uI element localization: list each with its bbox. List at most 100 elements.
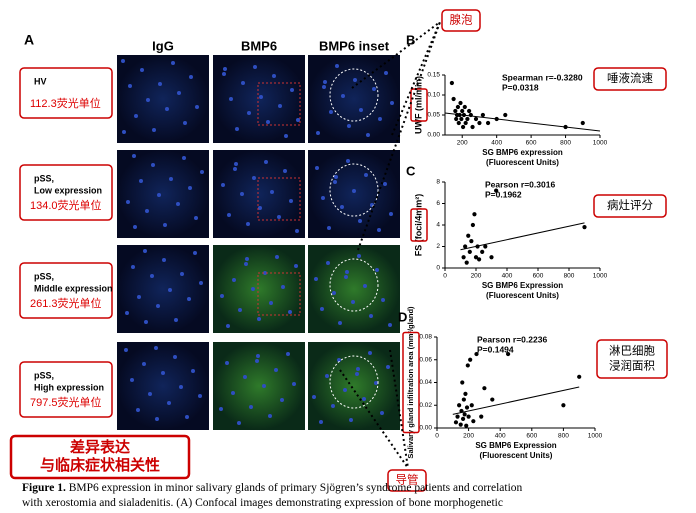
nucleus <box>277 215 281 219</box>
nucleus <box>377 228 381 232</box>
nucleus <box>390 101 394 105</box>
x-tick-label: 800 <box>560 140 571 147</box>
row-label: pSS, <box>34 370 54 380</box>
point <box>467 249 472 254</box>
nucleus <box>185 415 189 419</box>
nucleus <box>146 98 150 102</box>
point <box>470 222 475 228</box>
y-tick-label: 0.08 <box>419 334 432 341</box>
nucleus <box>375 268 379 272</box>
point <box>455 414 460 419</box>
nucleus <box>151 163 155 167</box>
nucleus <box>374 381 378 385</box>
panel-label: C <box>406 163 416 178</box>
nucleus <box>222 72 226 76</box>
row-label: Middle expression <box>34 283 113 293</box>
nucleus <box>244 262 248 266</box>
nucleus <box>168 288 172 292</box>
point <box>459 116 464 122</box>
annotation: 唾液流速 <box>607 71 653 85</box>
micrograph <box>213 55 305 143</box>
nucleus <box>124 348 128 352</box>
nucleus <box>356 367 360 371</box>
nucleus <box>344 275 348 279</box>
y-tick-label: 0.10 <box>427 92 440 99</box>
nucleus <box>131 265 135 269</box>
nucleus <box>171 61 175 65</box>
stat: P=0.1962 <box>485 189 522 199</box>
nucleus <box>327 226 331 230</box>
point <box>490 397 495 402</box>
point <box>460 124 466 130</box>
nucleus <box>125 311 129 315</box>
point <box>458 100 463 106</box>
nucleus <box>165 107 169 111</box>
nucleus <box>258 206 262 210</box>
nucleus <box>384 71 388 75</box>
point <box>465 116 470 122</box>
point <box>464 260 469 265</box>
point <box>485 120 491 126</box>
point <box>461 112 467 118</box>
nucleus <box>357 254 361 258</box>
x-tick-label: 600 <box>533 273 544 280</box>
point <box>563 124 568 130</box>
nucleus <box>314 277 318 281</box>
annotation: 导管 <box>396 473 419 487</box>
point <box>482 386 487 391</box>
inset-box <box>257 82 301 126</box>
nucleus <box>134 114 138 118</box>
nucleus <box>256 354 260 358</box>
nucleus <box>246 222 250 226</box>
nucleus <box>180 272 184 276</box>
gland-outline <box>329 355 379 409</box>
nucleus <box>231 391 235 395</box>
row-label: High expression <box>34 382 104 392</box>
y-tick-label: 0.02 <box>419 402 432 409</box>
nucleus <box>252 176 256 180</box>
nucleus <box>122 130 126 134</box>
fit-line <box>452 386 580 415</box>
annotation-box <box>9 434 191 480</box>
nucleus <box>275 255 279 259</box>
x-tick-label: 200 <box>463 433 474 440</box>
nucleus <box>296 118 300 122</box>
point <box>466 414 471 419</box>
micrograph <box>308 55 400 143</box>
x-axis-label: (Fluorescent Units) <box>486 291 559 300</box>
annotation: 淋巴细胞 <box>609 344 655 358</box>
nucleus <box>333 180 337 184</box>
point <box>503 112 508 118</box>
nucleus <box>372 87 376 91</box>
nucleus <box>294 264 298 268</box>
micrograph <box>213 150 305 238</box>
nucleus <box>235 127 239 131</box>
nucleus <box>140 68 144 72</box>
row-label: pSS, <box>34 271 54 281</box>
point <box>453 420 459 425</box>
nucleus <box>268 414 272 418</box>
nucleus <box>259 95 263 99</box>
nucleus <box>388 323 392 327</box>
nucleus <box>346 159 350 163</box>
nucleus <box>167 401 171 405</box>
point <box>453 108 458 114</box>
y-tick-label: 6 <box>436 200 440 207</box>
row-label: HV <box>34 76 47 86</box>
nucleus <box>295 229 299 233</box>
x-tick-label: 0 <box>435 433 439 440</box>
x-tick-label: 1000 <box>588 433 603 440</box>
nucleus <box>343 388 347 392</box>
x-tick-label: 200 <box>471 273 482 280</box>
y-tick-label: 4 <box>436 222 440 229</box>
nucleus <box>137 295 141 299</box>
nucleus <box>191 369 195 373</box>
nucleus <box>199 281 203 285</box>
point <box>469 239 474 244</box>
nucleus <box>194 216 198 220</box>
nucleus <box>158 82 162 86</box>
stat: Pearson r=0.3016 <box>485 179 555 189</box>
nucleus <box>121 59 125 63</box>
nucleus <box>326 261 330 265</box>
nucleus <box>352 189 356 193</box>
